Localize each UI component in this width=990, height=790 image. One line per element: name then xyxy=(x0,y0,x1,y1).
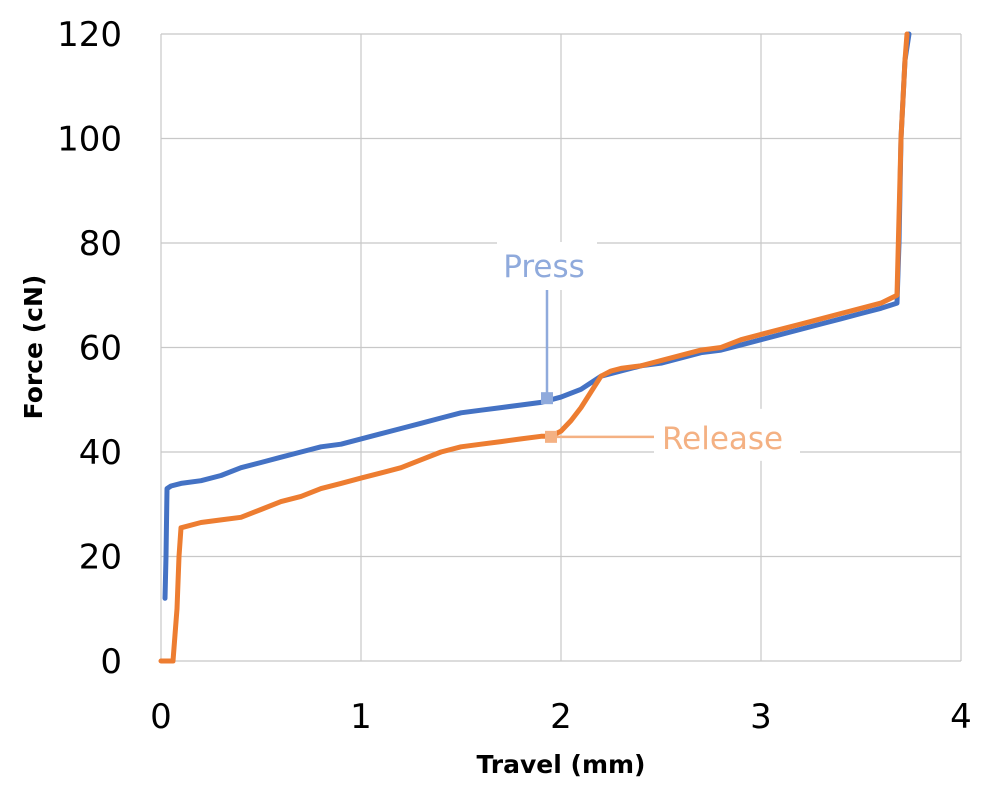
y-tick-labels: 0 20 40 60 80 100 120 xyxy=(57,15,122,682)
callout-marker-release xyxy=(545,430,557,443)
y-tick-label: 80 xyxy=(79,224,122,264)
y-tick-label: 120 xyxy=(57,15,122,55)
y-tick-label: 60 xyxy=(79,329,122,369)
series-line-release xyxy=(158,31,910,664)
callout-box-press xyxy=(497,242,597,290)
y-tick-label: 40 xyxy=(79,433,122,473)
x-tick-labels: 0 1 2 3 4 xyxy=(150,697,972,737)
callout-marker-press xyxy=(541,392,553,405)
callout-label-release: Release xyxy=(662,421,783,457)
y-tick-label: 20 xyxy=(79,538,122,578)
gridlines xyxy=(160,33,962,662)
x-axis-title: Travel (mm) xyxy=(477,750,646,779)
callout-box-release xyxy=(654,408,800,461)
x-tick-label: 2 xyxy=(550,697,572,737)
x-tick-label: 3 xyxy=(750,697,772,737)
x-tick-label: 4 xyxy=(950,697,972,737)
x-tick-label: 0 xyxy=(150,697,172,737)
x-tick-label: 1 xyxy=(350,697,372,737)
y-axis-title: Force (cN) xyxy=(19,275,48,420)
y-tick-label: 100 xyxy=(57,120,122,160)
y-tick-label: 0 xyxy=(100,642,122,682)
callout-layer: Press Release xyxy=(497,242,800,461)
series-line-press xyxy=(162,31,912,601)
callout-label-press: Press xyxy=(503,249,585,285)
